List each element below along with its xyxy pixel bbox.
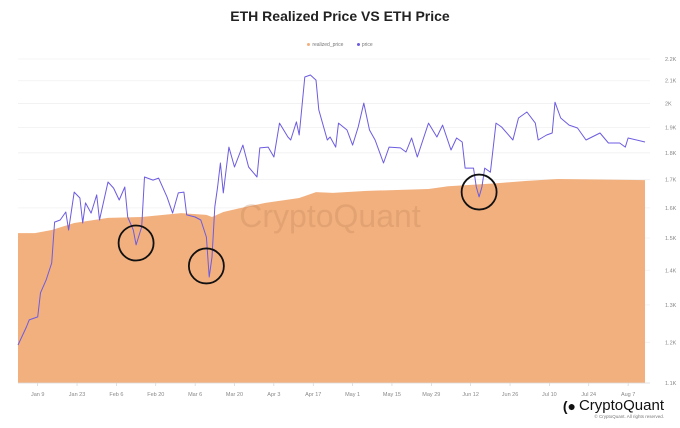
legend-label-realized-price: realized_price — [312, 42, 344, 48]
x-tick-label: Mar 20 — [226, 392, 243, 398]
legend: realized_price price — [0, 42, 680, 48]
legend-item-realized-price[interactable]: realized_price — [307, 42, 343, 48]
y-tick-label: 1.6K — [665, 206, 677, 212]
y-tick-label: 1.4K — [665, 268, 677, 274]
x-tick-label: Jan 23 — [69, 392, 86, 398]
chart-title: ETH Realized Price VS ETH Price — [230, 8, 450, 24]
x-tick-label: Jul 24 — [581, 392, 596, 398]
brand-name: CryptoQuant — [578, 397, 664, 414]
y-tick-label: 1.1K — [665, 381, 677, 387]
x-tick-label: Jun 12 — [462, 392, 479, 398]
x-tick-label: Feb 6 — [109, 392, 123, 398]
x-tick-label: Apr 17 — [305, 392, 321, 398]
y-tick-label: 1.2K — [665, 340, 677, 346]
x-tick-label: Aug 7 — [621, 392, 635, 398]
cryptoquant-logo-icon: (● — [562, 397, 576, 414]
y-tick-label: 1.8K — [665, 151, 677, 157]
legend-label-price: price — [361, 42, 373, 48]
x-tick-label: Jan 9 — [31, 392, 44, 398]
x-tick-label: Apr 3 — [267, 392, 280, 398]
legend-marker-price — [356, 43, 360, 47]
legend-marker-realized-price — [307, 43, 311, 47]
realized-price-area — [18, 179, 645, 383]
x-tick-label: May 15 — [383, 392, 401, 398]
y-tick-label: 1.3K — [665, 303, 677, 309]
x-tick-label: Jun 26 — [502, 392, 519, 398]
y-tick-label: 1.7K — [665, 178, 677, 184]
x-tick-label: Jul 10 — [542, 392, 557, 398]
watermark: CryptoQuant — [239, 198, 421, 234]
copyright: © CryptoQuant. All rights reserved. — [594, 414, 664, 419]
annotation-circle — [187, 247, 225, 285]
y-tick-label: 1.5K — [665, 236, 677, 242]
x-tick-label: May 1 — [345, 392, 360, 398]
x-tick-label: May 29 — [422, 392, 440, 398]
annotation-circle — [117, 224, 155, 262]
y-tick-label: 1.9K — [665, 126, 677, 132]
x-tick-label: Feb 20 — [147, 392, 164, 398]
y-tick-label: 2.2K — [665, 57, 677, 63]
legend-item-price[interactable]: price — [356, 42, 373, 48]
annotation-circle — [460, 173, 498, 211]
y-tick-label: 2.1K — [665, 79, 677, 85]
brand-logo: (● CryptoQuant — [563, 397, 664, 414]
price-line — [17, 74, 646, 346]
x-tick-label: Mar 6 — [188, 392, 202, 398]
y-tick-label: 2K — [665, 102, 672, 108]
